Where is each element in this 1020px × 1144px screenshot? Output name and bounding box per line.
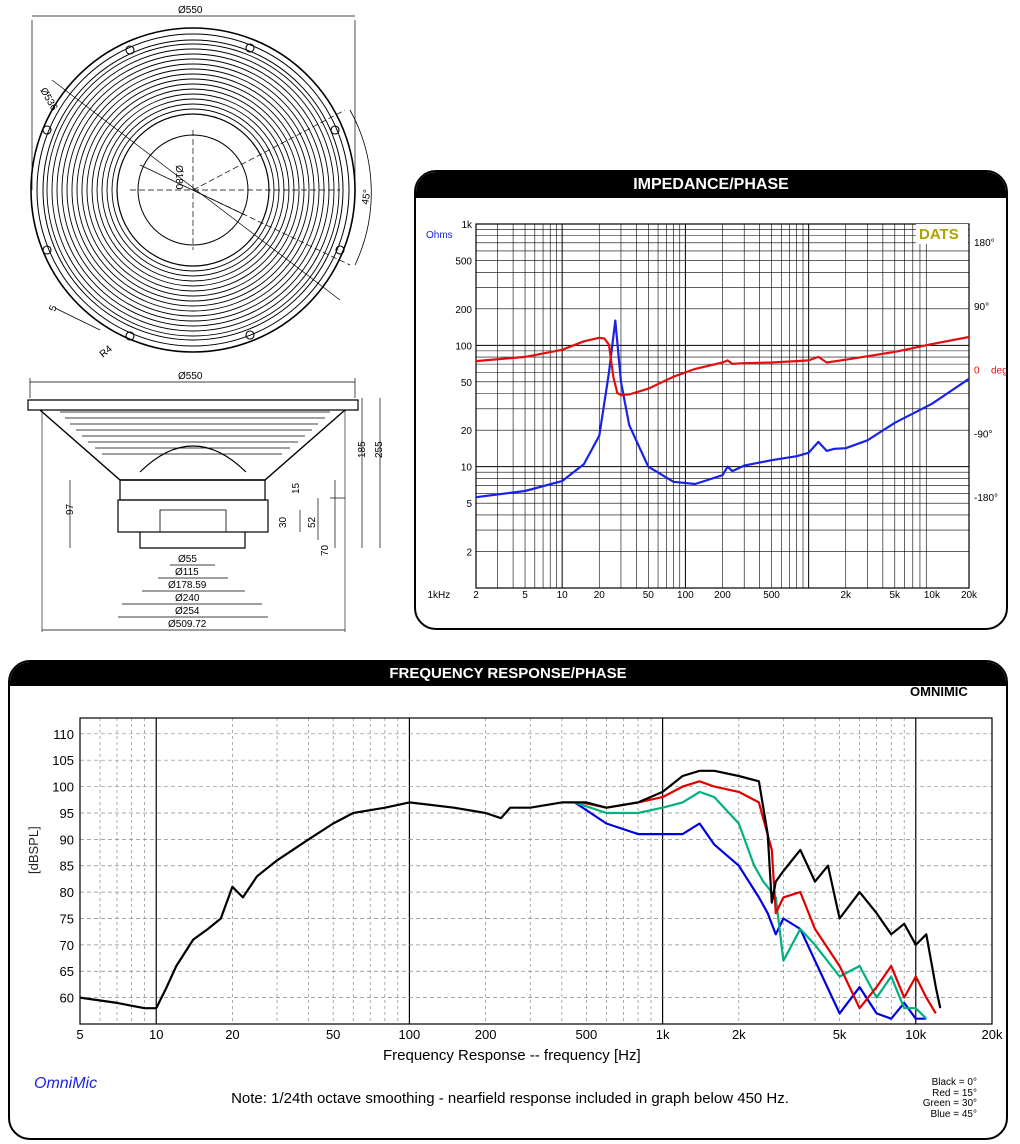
x-tick-label: 20: [225, 1027, 239, 1042]
x-tick-label: 500: [576, 1027, 598, 1042]
y-tick-label: 65: [60, 964, 74, 979]
y-tick-label: 50: [461, 378, 473, 389]
y-tick-label: 20: [461, 426, 473, 437]
y-tick-label: 110: [53, 727, 74, 742]
response-15deg-line: [581, 780, 937, 1014]
dim-label: Ø550: [178, 5, 203, 16]
x-tick-label: 500: [763, 590, 780, 601]
response-45deg-line: [574, 801, 927, 1020]
x-tick-label: 200: [475, 1027, 497, 1042]
x-tick-label: 2k: [732, 1027, 746, 1042]
x-tick-label: 20k: [961, 590, 978, 601]
key-red: Red = 15°: [932, 1087, 977, 1099]
x-tick-label: 5k: [890, 590, 902, 601]
dim-label: Ø180: [173, 165, 184, 190]
phase-tick-label: -90°: [974, 429, 992, 440]
dim-label: 255: [374, 441, 385, 458]
x-tick-label: 5: [522, 590, 528, 601]
x-tick-label: 1kHz: [427, 590, 450, 601]
dim-label: Ø536: [37, 86, 59, 113]
y-tick-label: 10: [461, 463, 473, 474]
y-tick-label: 100: [52, 780, 74, 795]
dim-label: 185: [357, 441, 368, 458]
y-tick-label: 85: [60, 859, 74, 874]
y-tick-label: 95: [60, 806, 74, 821]
phase-tick-label: 90°: [974, 302, 989, 313]
speaker-drawing: Ø550 Ø536 Ø180 45° 5 R4 Ø550 185 255 97 …: [27, 5, 385, 632]
x-tick-label: 2: [473, 590, 479, 601]
dim-label: 15: [291, 482, 302, 494]
y-axis-label: [dBSPL]: [26, 826, 41, 874]
plot-frame: [475, 223, 970, 589]
x-tick-label: 5k: [833, 1027, 847, 1042]
y-tick-label: 200: [455, 305, 472, 316]
impedance-unit-label: Ohms: [426, 230, 453, 241]
key-green: Green = 30°: [922, 1098, 977, 1109]
impedance-title: IMPEDANCE/PHASE: [416, 172, 1006, 198]
x-tick-label: 10: [149, 1027, 163, 1042]
dim-label: Ø55: [178, 554, 197, 565]
x-tick-label: 200: [714, 590, 731, 601]
key-blue: Blue = 45°: [930, 1108, 977, 1120]
y-tick-label: 2: [466, 547, 472, 558]
dim-label: Ø509.72: [168, 619, 207, 630]
y-tick-label: 5: [466, 499, 472, 510]
phase-tick-label: 180°: [974, 238, 995, 249]
dim-label: Ø550: [178, 371, 203, 382]
plot-frame: [79, 717, 993, 1025]
impedance-panel: IMPEDANCE/PHASE 1k 500 200 100 50 20 10 5 2 2 5 10 2…: [414, 170, 1008, 630]
x-tick-label: 10: [557, 590, 569, 601]
x-tick-label: 5: [76, 1027, 83, 1042]
y-tick-label: 500: [455, 257, 472, 268]
frequency-chart: OMNIMIC 110 105 100 95 90 85 80 75 70 65 60 5 10 20 50…: [26, 684, 1003, 1092]
dim-label: 45°: [360, 189, 373, 206]
dim-label: Ø178.59: [168, 580, 207, 591]
x-tick-label: 10k: [924, 590, 941, 601]
frequency-panel: FREQUENCY RESPONSE/PHASE OMNIMIC 110 105 1…: [8, 660, 1008, 1140]
smoothing-note: Note: 1/24th octave smoothing - nearfiel…: [231, 1090, 789, 1107]
dats-badge: DATS: [919, 226, 959, 243]
phase-tick-label: -180°: [974, 493, 998, 504]
dim-label: 70: [320, 544, 331, 556]
y-tick-label: 100: [455, 341, 472, 352]
y-tick-label: 75: [60, 911, 74, 926]
angle-key: Black = 0° Red = 15° Green = 30° Blue = …: [905, 1077, 977, 1120]
x-tick-label: 10k: [905, 1027, 926, 1042]
x-tick-label: 100: [677, 590, 694, 601]
dim-label: Ø240: [175, 593, 200, 604]
dim-label: 30: [278, 516, 289, 528]
y-tick-label: 105: [52, 753, 74, 768]
dim-label: 52: [307, 516, 318, 528]
response-30deg-line: [574, 790, 928, 1020]
dim-label: 5: [47, 304, 59, 313]
dim-label: R4: [98, 343, 115, 360]
x-tick-label: 50: [643, 590, 655, 601]
phase-curve: [475, 335, 970, 397]
frequency-title: FREQUENCY RESPONSE/PHASE: [10, 662, 1006, 686]
y-tick-label: 90: [60, 832, 74, 847]
dim-label: Ø115: [175, 567, 199, 578]
x-tick-label: 2k: [840, 590, 852, 601]
omnimic-brand: OMNIMIC: [910, 684, 968, 699]
dim-label: Ø254: [175, 606, 200, 617]
y-tick-label: 80: [60, 885, 74, 900]
impedance-chart: 1k 500 200 100 50 20 10 5 2 2 5 10 20 50 100 200 500 1kHz…: [426, 220, 1006, 601]
key-black: Black = 0°: [931, 1077, 977, 1088]
y-tick-label: 70: [60, 938, 74, 953]
x-tick-label: 20k: [982, 1027, 1003, 1042]
y-tick-label: 60: [60, 991, 74, 1006]
y-tick-label: 1k: [461, 220, 473, 231]
phase-unit-label: deg: [991, 366, 1006, 377]
x-tick-label: 1k: [656, 1027, 670, 1042]
impedance-curve: [475, 319, 970, 499]
response-0deg-line: [79, 769, 942, 1010]
omnimic-footer-brand: OmniMic: [34, 1075, 97, 1092]
dim-label: 97: [65, 503, 76, 515]
x-tick-label: 20: [594, 590, 606, 601]
x-tick-label: 50: [326, 1027, 340, 1042]
x-axis-label: Frequency Response -- frequency [Hz]: [383, 1047, 641, 1064]
phase-tick-label: 0: [974, 366, 980, 377]
x-tick-label: 100: [399, 1027, 421, 1042]
